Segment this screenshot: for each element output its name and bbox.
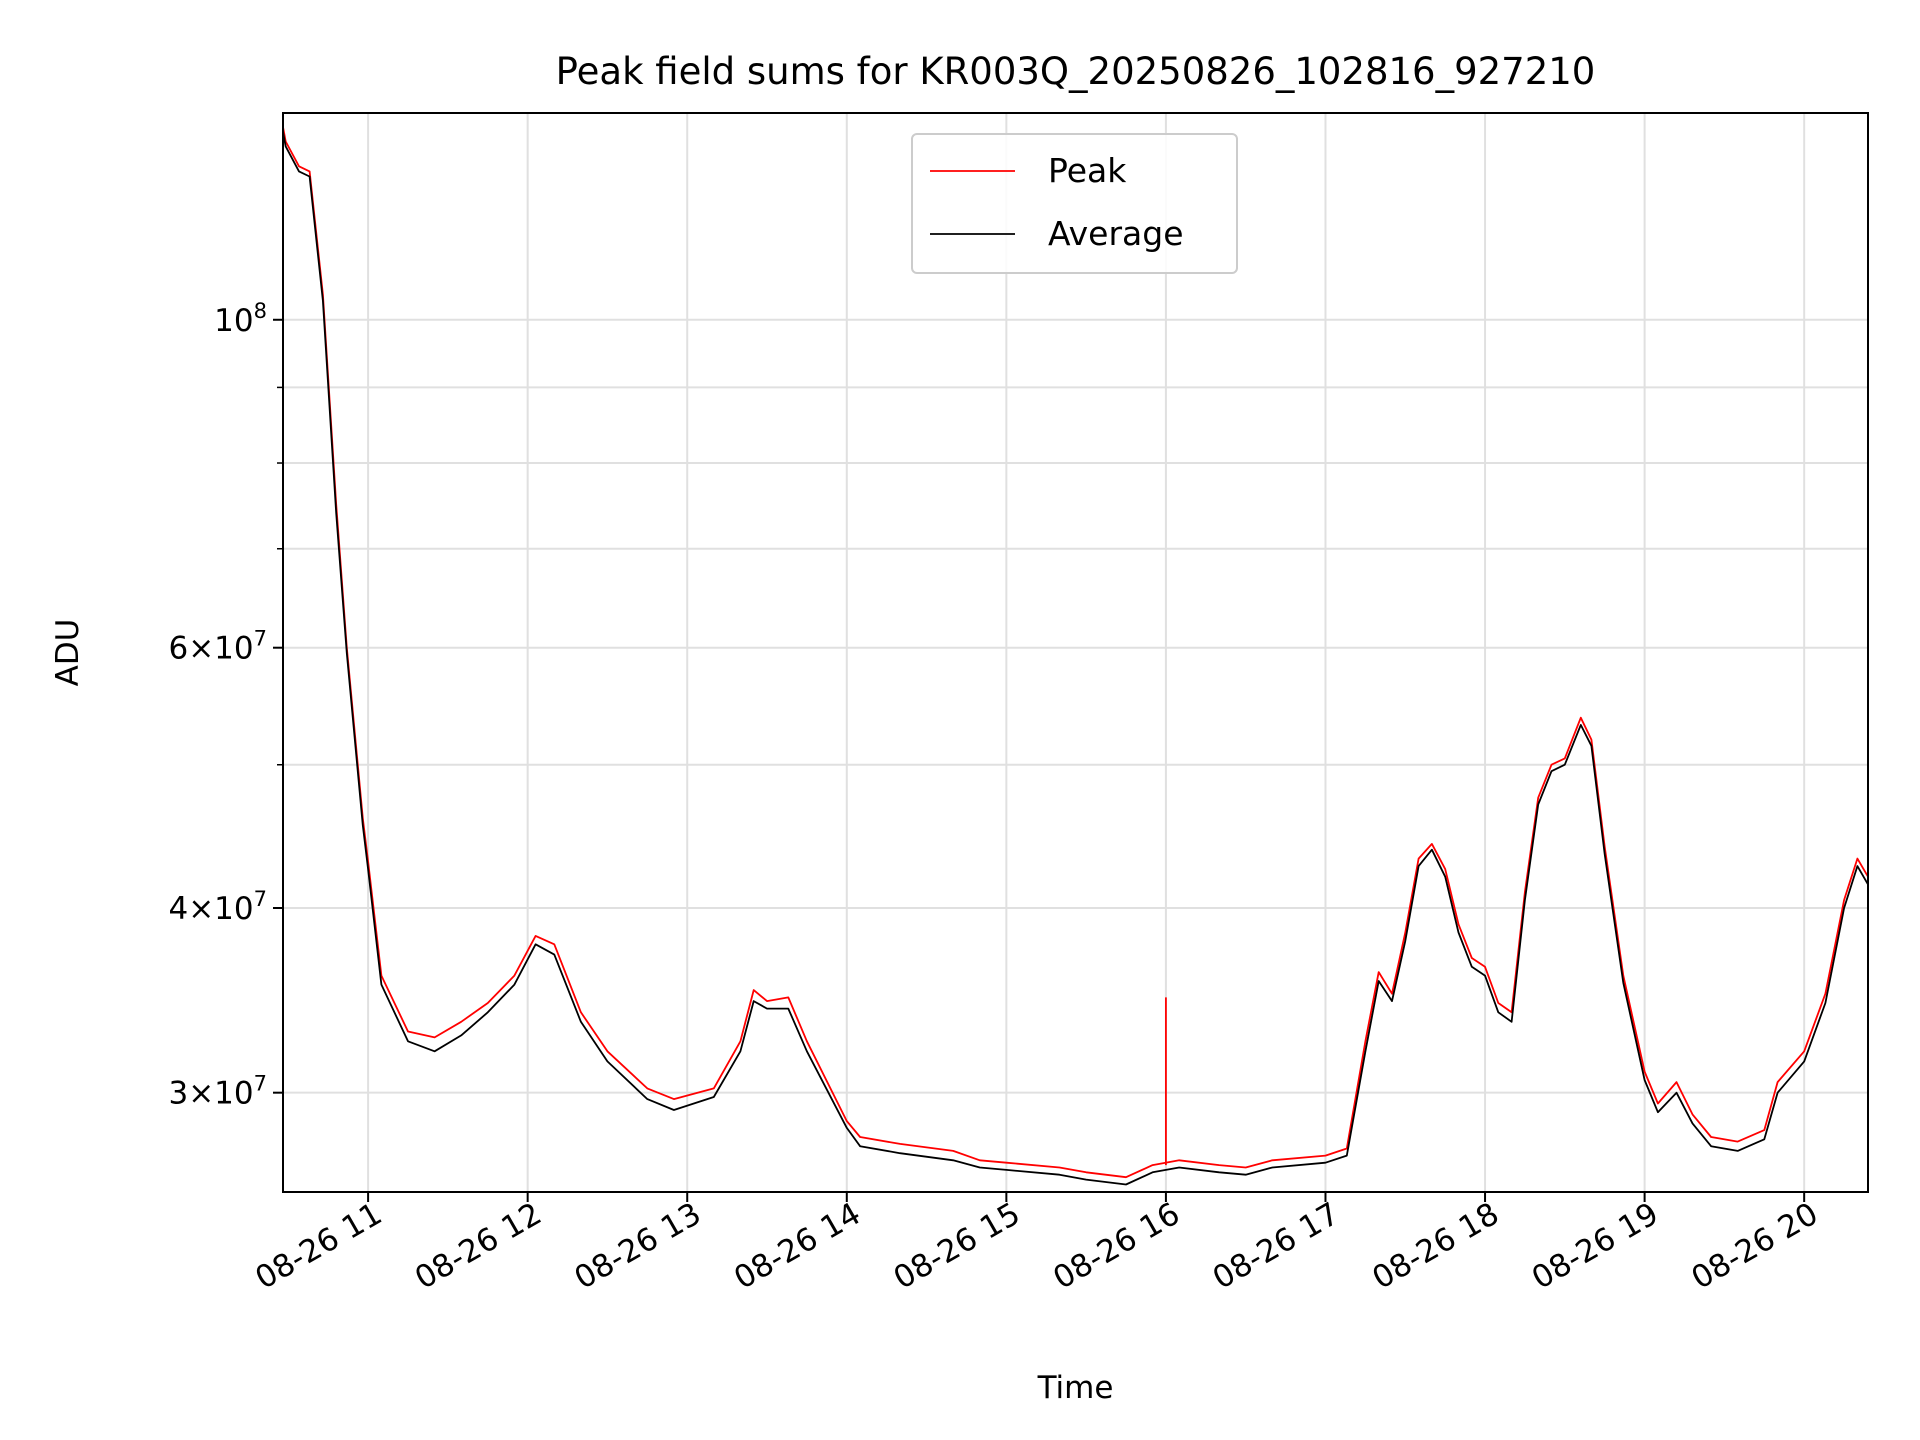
grid-lines bbox=[283, 113, 1868, 1192]
y-tick-label: 6×107 bbox=[168, 627, 267, 667]
legend-label-peak: Peak bbox=[1048, 151, 1127, 190]
legend: Peak Average bbox=[911, 133, 1238, 274]
series-line-peak bbox=[282, 126, 1869, 1179]
legend-box bbox=[911, 133, 1238, 274]
series-line-average bbox=[282, 131, 1869, 1186]
chart-title: Peak field sums for KR003Q_20250826_1028… bbox=[556, 50, 1596, 93]
y-tick-label: 4×107 bbox=[168, 887, 267, 927]
y-axis-label: ADU bbox=[50, 619, 86, 687]
series-lines bbox=[282, 126, 1869, 1186]
y-tick-label: 3×107 bbox=[168, 1072, 267, 1112]
plot-frame bbox=[282, 112, 1869, 1193]
x-axis-label: Time bbox=[1037, 1370, 1114, 1406]
legend-label-average: Average bbox=[1048, 214, 1184, 253]
